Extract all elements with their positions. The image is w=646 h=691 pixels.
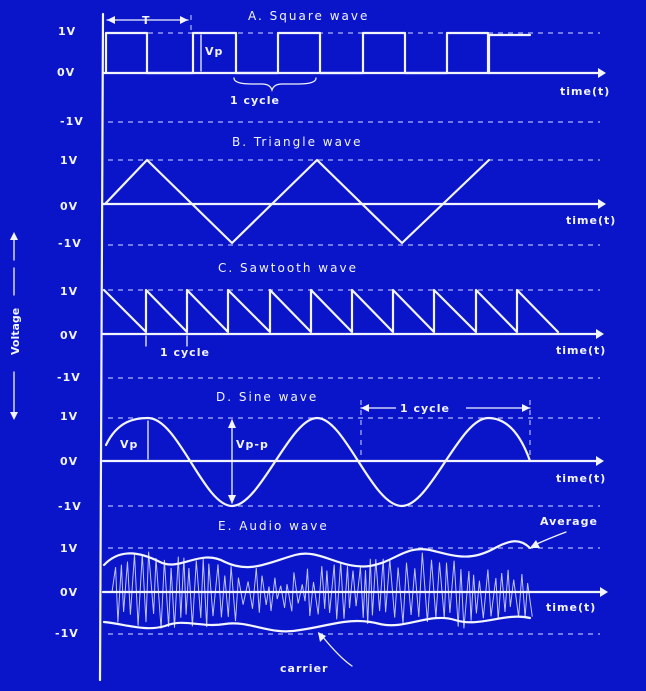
- square-label-0v: 0V: [57, 66, 75, 79]
- sawtooth-label-0v: 0V: [60, 329, 78, 342]
- square-label-minus1v: -1V: [60, 115, 84, 128]
- square-wave-title: A. Square wave: [248, 9, 369, 23]
- audio-label-minus1v: -1V: [55, 627, 79, 640]
- square-axis-arrowhead: [598, 68, 606, 78]
- sine-wave-line: [104, 416, 532, 508]
- period-arrow-left: [107, 16, 115, 24]
- audio-average-arrowhead: [530, 540, 540, 548]
- sine-cycle-arrow-left: [361, 404, 369, 412]
- audio-label-0v: 0V: [60, 586, 78, 599]
- square-vp-label: Vp: [205, 45, 223, 58]
- audio-carrier-pointer: [321, 635, 353, 667]
- audio-wave-panel: E. Audio wave 1V 0V -1V time(t) Average …: [55, 515, 608, 675]
- triangle-time-label: time(t): [566, 214, 616, 227]
- sawtooth-time-label: time(t): [556, 344, 606, 357]
- square-cycle-label: 1 cycle: [230, 94, 280, 107]
- voltage-arrow-up-head: [10, 232, 18, 240]
- sine-cycle-arrow-right: [522, 404, 530, 412]
- sine-time-label: time(t): [556, 472, 606, 485]
- vertical-axis: [98, 12, 105, 682]
- sine-label-0v: 0V: [60, 455, 78, 468]
- sine-label-minus1v: -1V: [58, 500, 82, 513]
- sawtooth-label-minus1v: -1V: [57, 371, 81, 384]
- sine-vp-label: Vp: [120, 438, 138, 451]
- voltage-arrow-down-head: [10, 412, 18, 420]
- square-wave-panel: A. Square wave 1V 0V -1V time(t) T Vp 1 …: [57, 9, 610, 128]
- sawtooth-wave-panel: C. Sawtooth wave 1V 0V -1V time(t) 1 cyc…: [57, 261, 606, 384]
- triangle-label-1v: 1V: [60, 154, 78, 167]
- sawtooth-label-1v: 1V: [60, 285, 78, 298]
- sine-axis-arrowhead: [596, 456, 604, 466]
- sine-cycle-label-bg: [396, 399, 466, 415]
- square-cycle-brace: [233, 77, 317, 93]
- sine-vpp-arrow-top: [228, 419, 236, 428]
- triangle-wave-line: [103, 158, 491, 245]
- audio-axis-arrowhead: [600, 587, 608, 597]
- triangle-axis-arrowhead: [598, 199, 606, 209]
- sine-label-1v: 1V: [60, 410, 78, 423]
- square-time-label: time(t): [560, 85, 610, 98]
- audio-carrier-arrowhead: [318, 632, 326, 642]
- sine-vpp-label: Vp-p: [236, 438, 269, 451]
- sine-vpp-arrow-bottom: [228, 495, 236, 504]
- triangle-label-0v: 0V: [60, 200, 78, 213]
- triangle-wave-title: B. Triangle wave: [232, 135, 362, 149]
- square-label-1v: 1V: [58, 25, 76, 38]
- sawtooth-wave-title: C. Sawtooth wave: [218, 261, 358, 275]
- sine-wave-title: D. Sine wave: [216, 390, 318, 404]
- triangle-wave-panel: B. Triangle wave 1V 0V -1V time(t): [58, 135, 616, 250]
- sine-wave-panel: D. Sine wave 1V 0V -1V time(t) Vp Vp-p 1…: [58, 390, 606, 513]
- triangle-label-minus1v: -1V: [58, 237, 82, 250]
- audio-carrier-signal: [111, 551, 533, 629]
- sawtooth-axis-arrowhead: [596, 329, 604, 339]
- voltage-axis-label-group: Voltage: [9, 232, 22, 420]
- voltage-axis-label: Voltage: [9, 308, 22, 355]
- audio-wave-title: E. Audio wave: [218, 519, 329, 533]
- sawtooth-cycle-label: 1 cycle: [160, 346, 210, 359]
- square-wave-line: [104, 31, 532, 75]
- audio-carrier-label: carrier: [280, 662, 328, 675]
- sine-cycle-label: 1 cycle: [400, 402, 450, 415]
- audio-carrier-scribble: [111, 551, 533, 629]
- audio-time-label: time(t): [546, 601, 596, 614]
- period-arrow-right: [180, 16, 188, 24]
- audio-average-upper: [102, 540, 532, 569]
- audio-average-lower: [102, 615, 532, 633]
- period-label-T: T: [142, 14, 151, 27]
- audio-average-label: Average: [540, 515, 598, 528]
- audio-label-1v: 1V: [60, 542, 78, 555]
- sawtooth-wave-line: [102, 288, 560, 334]
